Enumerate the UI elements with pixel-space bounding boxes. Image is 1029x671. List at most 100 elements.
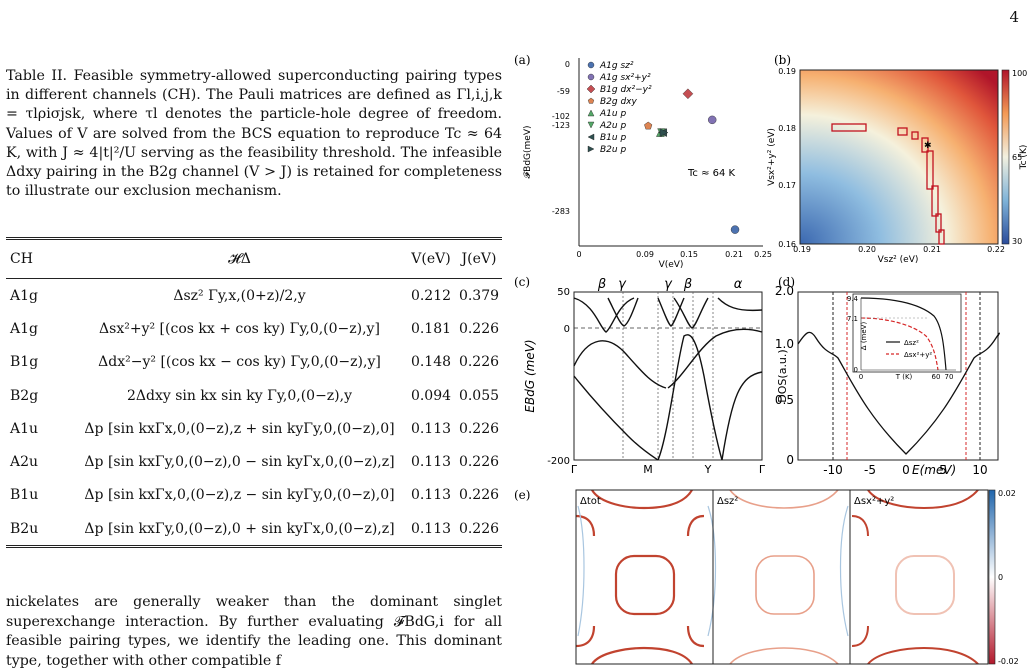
- c-k-m: M: [643, 463, 653, 476]
- a-legend-marker-0: [587, 61, 595, 69]
- d-gap-lines: [832, 292, 981, 460]
- e-colorbar: [988, 489, 996, 665]
- a-legend-label-6: B1u p: [600, 133, 626, 143]
- cell-hamiltonian: Δp [sin kxΓx,0,(0−z),z − sin kyΓy,0,(0−z…: [84, 487, 395, 504]
- panel-label-a: (a): [514, 53, 531, 67]
- c-ytick-200: -200: [547, 456, 570, 467]
- cell-hamiltonian: 2Δdxy sin kx sin ky Γy,0,(0−z),y: [126, 387, 353, 404]
- b-xtick-021: 0.21: [923, 245, 941, 254]
- b-marker-star: ✱: [924, 141, 932, 151]
- d-ytick-05: 0.5: [775, 393, 794, 407]
- a-xtick-0: 0: [576, 250, 581, 259]
- header-v: V(eV): [411, 251, 451, 267]
- a-legend: A1g sz² A1g sx²+y² B1g dx²−y² B2g dxy A1u p A…: [586, 61, 652, 155]
- b-xtick-019: 0.19: [793, 245, 811, 254]
- cell-channel: A1g: [6, 278, 73, 313]
- panel-a-scatter: 0 -59 -102 -123 -283 0 0.09 0.15 0.21 0.…: [523, 58, 772, 270]
- a-legend-marker-6: [587, 133, 595, 141]
- cell-v: 0.113: [410, 420, 452, 437]
- d-inset-xtick-70: 70: [945, 373, 954, 381]
- c-kpoint-lines: [622, 292, 714, 460]
- panel-e-gap-maps: Δtot Δsz² Δsx²+y² 0.02 0 -0.02: [575, 489, 1019, 666]
- a-ytick-59: -59: [557, 87, 570, 96]
- cell-j: 0.226: [456, 512, 502, 549]
- d-ytick-10: 1.0: [775, 337, 794, 351]
- a-point-2: [682, 88, 694, 100]
- cell-v: 0.094: [410, 387, 452, 404]
- d-inset-ytick-0: 0: [854, 366, 858, 374]
- a-point-0: [730, 225, 740, 234]
- table-row: B1u Δp [sin kxΓx,0,(0−z),z − sin kyΓy,0,(…: [6, 479, 502, 512]
- cell-hamiltonian: Δsz² Γy,x,(0+z)/2,y: [173, 287, 306, 304]
- b-ytick-016: 0.16: [778, 240, 796, 249]
- cell-j: 0.226: [458, 487, 500, 504]
- b-xlabel: Vsz² (eV): [878, 255, 919, 265]
- d-ytick-20: 2.0: [775, 284, 794, 298]
- cell-hamiltonian: Δp [sin kxΓx,0,(0−z),z + sin kyΓy,0,(0−z…: [84, 420, 395, 437]
- panel-c-bands: 50 0 -200 Γ M Y Γ β γ γ β α EBdG (meV): [523, 277, 766, 476]
- c-ytick-50: 50: [557, 287, 570, 298]
- d-dos-curve: [797, 331, 1000, 455]
- a-xtick-025: 0.25: [754, 250, 772, 259]
- c-ylabel: EBdG (meV): [523, 339, 537, 412]
- body-text: nickelates are generally weaker than the…: [6, 594, 502, 669]
- cell-hamiltonian: Δsx²+y² [(cos kx + cos ky) Γy,0,(0−z),y]: [99, 320, 380, 337]
- table-row: B2g 2Δdxy sin kx sin ky Γy,0,(0−z),y 0.094…: [6, 379, 502, 412]
- d-inset-ytick-94: 9.4: [847, 295, 859, 303]
- a-ytick-123: -123: [552, 121, 570, 130]
- cell-v: 0.181: [410, 320, 452, 337]
- a-legend-marker-5: [587, 121, 595, 129]
- c-k-y: Y: [704, 463, 712, 476]
- a-ylabel: 𝓕BdG(meV): [523, 126, 533, 179]
- b-heatmap-field: [800, 70, 998, 244]
- b-ytick-018: 0.18: [778, 124, 796, 133]
- e-title-tot: Δtot: [580, 496, 601, 507]
- cell-hamiltonian: Δp [sin kxΓy,0,(0−z),0 − sin kyΓx,0,(0−z…: [84, 454, 395, 471]
- c-k-gamma2: Γ: [759, 463, 766, 476]
- d-inset-xlabel: T (K): [895, 373, 913, 381]
- a-point-1: [708, 115, 717, 125]
- a-legend-marker-4: [587, 109, 595, 117]
- table-row: A2u Δp [sin kxΓy,0,(0−z),0 − sin kyΓx,0,(…: [6, 445, 502, 478]
- header-ch: CH: [10, 251, 33, 267]
- d-xtick-10: 10: [972, 463, 987, 477]
- a-legend-label-1: A1g sx²+y²: [599, 73, 651, 83]
- panel-b-heatmap: ✱ 0.19 0.20 0.21 0.22 0.16 0.17 0.18 0.1…: [767, 67, 1029, 265]
- b-ytick-017: 0.17: [778, 181, 796, 190]
- a-ytick-283: -283: [552, 207, 570, 216]
- e-cbar-min: -0.02: [998, 657, 1019, 666]
- a-legend-marker-2: [586, 84, 596, 94]
- a-ytick-102: -102: [552, 112, 570, 121]
- cell-j: 0.226: [458, 320, 500, 337]
- panel-label-b: (b): [774, 53, 791, 67]
- a-ytick-0: 0: [565, 60, 570, 69]
- b-colorbar: [1001, 69, 1010, 245]
- a-legend-label-0: A1g sz²: [599, 61, 634, 71]
- b-cbar-30: 30: [1012, 237, 1022, 246]
- pairing-table: CH 𝓗Δ V(eV) J(eV) A1g Δsz² Γy,x,(0+z)/2,y…: [6, 237, 502, 549]
- e-map-total: [576, 490, 705, 664]
- c-band-gamma2: γ: [664, 277, 673, 292]
- d-ytick-0: 0: [786, 453, 794, 467]
- e-title-sz2: Δsz²: [717, 496, 738, 507]
- a-xtick-009: 0.09: [636, 250, 654, 259]
- e-map-sz2: [729, 490, 839, 664]
- cell-channel: B1g: [10, 354, 39, 371]
- e-cbar-max: 0.02: [998, 489, 1016, 498]
- a-legend-marker-3: [587, 97, 595, 104]
- a-point-3: [644, 121, 653, 130]
- a-xlabel: V(eV): [659, 260, 684, 270]
- cell-v: 0.113: [410, 487, 452, 504]
- a-legend-marker-1: [587, 73, 595, 81]
- panel-label-e: (e): [514, 488, 530, 502]
- cell-v: 0.113: [406, 512, 456, 549]
- cell-channel: B1u: [10, 487, 39, 504]
- figure: (a) 0 -59 -102 -123 -283 0 0.09 0.15 0.2…: [508, 36, 1029, 667]
- b-cbar-65: 65: [1012, 153, 1022, 162]
- e-map-sx2y2: [851, 490, 979, 664]
- panel-label-c: (c): [514, 275, 530, 289]
- cell-v: 0.113: [410, 454, 452, 471]
- page-number: 4: [1009, 8, 1019, 26]
- c-band-curves: [573, 297, 763, 461]
- d-xtick-0: 0: [902, 463, 910, 477]
